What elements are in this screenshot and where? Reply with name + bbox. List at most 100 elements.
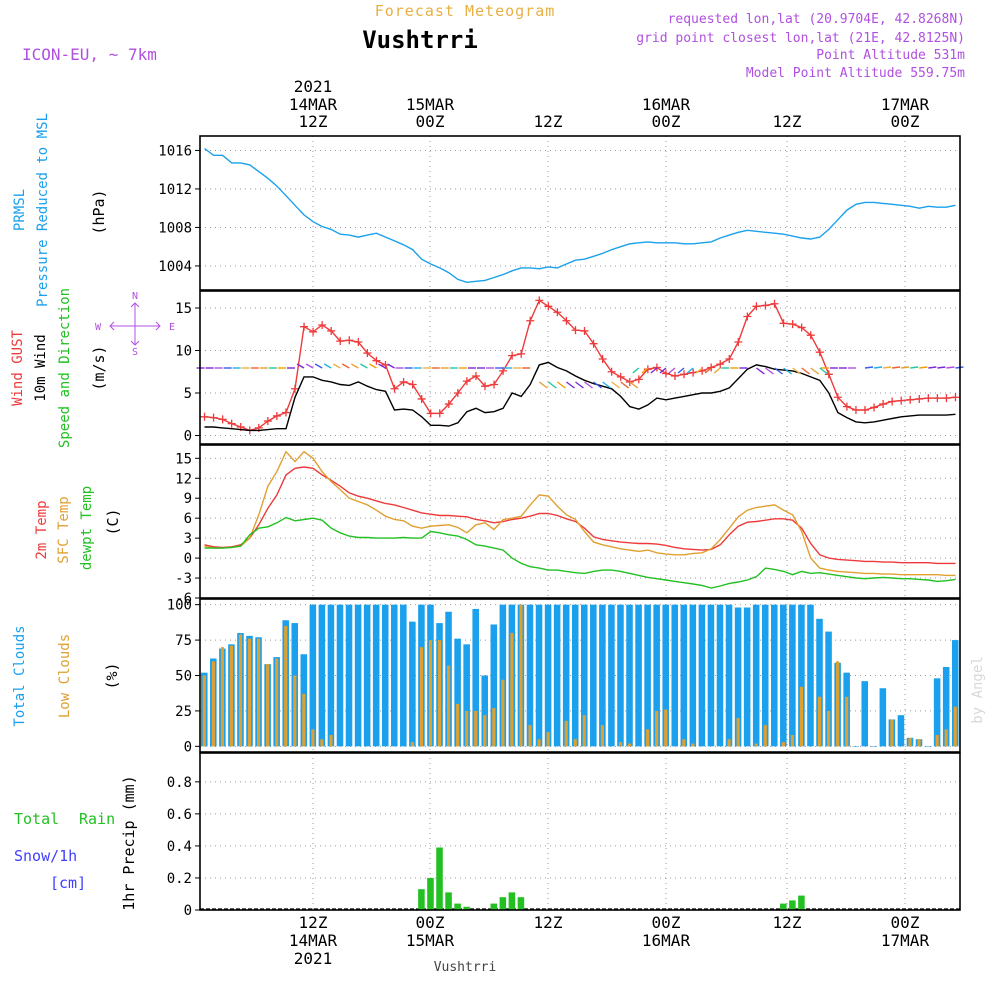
low-cloud-bar: [682, 739, 686, 747]
low-cloud-bar: [790, 735, 794, 747]
gust-marker: [281, 408, 290, 417]
temperature-ytick-label: 15: [175, 451, 192, 467]
gust-marker: [471, 372, 480, 380]
temperature-frame: [199, 444, 961, 599]
wind-direction-arrow: [538, 381, 548, 389]
gust-marker: [399, 377, 408, 386]
low-cloud-bar: [275, 658, 279, 747]
low-cloud-bar: [492, 708, 496, 747]
temperature-ytick-label: 3: [184, 531, 192, 547]
total-cloud-bar: [391, 604, 398, 747]
wind-ytick-label: 10: [175, 344, 192, 360]
precip-bar: [508, 892, 516, 910]
low-cloud-bar: [845, 696, 849, 747]
total-cloud-bar: [789, 604, 796, 747]
top-axis-label: 12Z: [534, 112, 563, 131]
temp-label-2m: 2m Temp: [34, 500, 50, 559]
gust-marker: [933, 394, 942, 403]
low-cloud-bar: [736, 718, 740, 747]
top-axis-label: 12Z: [773, 112, 802, 131]
wind-frame: [199, 290, 961, 445]
gust-marker: [535, 296, 544, 305]
precip-bar: [499, 897, 507, 910]
wind-direction-arrow: [650, 367, 658, 374]
wind-direction-arrow: [677, 367, 685, 374]
top-axis-label: 2021: [294, 77, 333, 96]
gust-marker: [453, 389, 462, 397]
point-altitude: Point Altitude 531m: [816, 48, 965, 63]
gust-marker: [652, 363, 661, 372]
gust-marker: [526, 316, 535, 325]
low-cloud-bar: [582, 715, 586, 747]
precip-ytick-label: 0.8: [167, 775, 192, 791]
wind-direction-arrow: [668, 367, 676, 374]
wind-direction-arrow: [566, 381, 575, 389]
total-cloud-bar: [861, 681, 869, 747]
bottom-axis-label: 12Z: [773, 913, 802, 932]
wind-direction-arrow: [323, 363, 332, 369]
wind-direction-arrow: [713, 367, 721, 374]
total-cloud-bar: [626, 604, 633, 747]
total-cloud-bar: [951, 640, 959, 747]
gust-marker: [616, 372, 625, 381]
clouds-label-total: Total Clouds: [12, 625, 28, 726]
wind-direction-arrow: [360, 363, 368, 369]
total-cloud-bar: [662, 604, 669, 747]
gust-marker: [390, 384, 399, 393]
gust-marker: [218, 415, 227, 424]
total-cloud-bar: [309, 604, 317, 747]
total-cloud-bar: [526, 604, 534, 747]
total-cloud-bar: [780, 604, 787, 747]
top-axis-label: 17MAR: [881, 95, 930, 114]
compass-w: W: [95, 322, 102, 333]
wind-direction-arrow: [946, 366, 955, 369]
total-cloud-bar: [671, 604, 679, 747]
gust-marker: [879, 400, 888, 409]
wind-direction-arrow: [704, 367, 712, 374]
pressure-ytick-label: 1016: [158, 143, 192, 159]
gust-marker: [227, 419, 236, 428]
bottom-axis-label: 00Z: [891, 913, 920, 932]
gust-marker: [291, 384, 299, 393]
low-cloud-bar: [618, 742, 623, 747]
low-cloud-bar: [781, 742, 785, 747]
gust-marker: [345, 336, 354, 345]
temperature-ytick-label: 0: [184, 551, 192, 567]
total-cloud-bar: [933, 678, 941, 747]
precip-bar: [418, 889, 425, 910]
temp-unit: (C): [104, 508, 122, 535]
low-cloud-bar: [447, 665, 451, 747]
gust-marker: [734, 338, 743, 346]
low-cloud-bar: [573, 739, 577, 747]
precip-panel: 0 0.2 0.4 0.6 0.8: [167, 752, 961, 919]
clouds-label-low: Low Clouds: [57, 634, 73, 718]
gust-marker: [481, 382, 489, 391]
bottom-axis-label: 12Z: [534, 913, 563, 932]
wind-direction-arrow: [873, 366, 883, 369]
low-cloud-bar: [627, 743, 632, 747]
gust-marker: [906, 395, 915, 404]
gust-marker: [508, 351, 517, 360]
total-cloud-bar: [807, 604, 814, 747]
total-cloud-bar: [599, 604, 606, 747]
total-cloud-bar: [571, 604, 579, 747]
total-cloud-bar: [354, 604, 362, 747]
gust-marker: [716, 360, 725, 369]
bottom-axis-label: 00Z: [416, 913, 445, 932]
low-cloud-bar: [564, 720, 568, 747]
bottom-axis-label: 17MAR: [881, 931, 930, 950]
gust-marker: [671, 372, 679, 380]
low-cloud-bar: [229, 645, 234, 747]
chart-title: Vushtrri: [362, 26, 478, 54]
total-cloud-bar: [825, 631, 832, 747]
precip-bar: [517, 897, 525, 910]
wind-direction-arrow: [593, 381, 602, 389]
low-cloud-bar: [836, 661, 840, 747]
wind-label-dir: Speed and Direction: [57, 288, 73, 448]
compass-s: S: [132, 347, 138, 358]
wind-label-10m: 10m Wind: [33, 334, 49, 401]
precip-bar: [454, 903, 461, 910]
low-cloud-bar: [428, 640, 433, 747]
temperature-ytick-label: -3: [175, 571, 192, 587]
